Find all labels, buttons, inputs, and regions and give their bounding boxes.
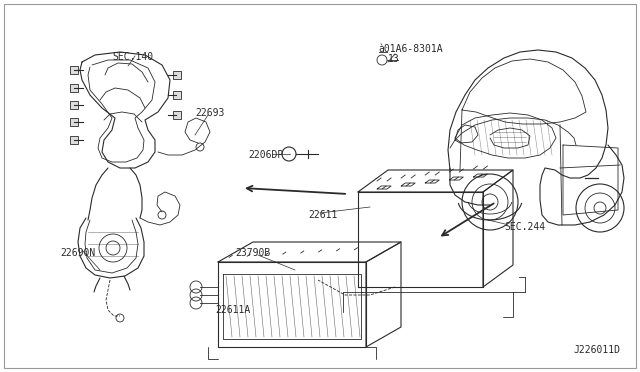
Text: 22611: 22611: [308, 210, 337, 220]
Bar: [70, 84, 78, 92]
Text: SEC.140: SEC.140: [112, 52, 153, 62]
Text: 22693: 22693: [195, 108, 225, 118]
Bar: [173, 91, 181, 99]
Bar: [70, 136, 78, 144]
Text: à01A6-8301A: à01A6-8301A: [378, 44, 443, 54]
Bar: [70, 101, 78, 109]
Text: SEC.244: SEC.244: [504, 222, 545, 232]
Text: 23790B: 23790B: [235, 248, 270, 258]
Bar: [70, 66, 78, 74]
Text: 13: 13: [388, 54, 400, 64]
Text: J226011D: J226011D: [573, 345, 620, 355]
Text: 22690N: 22690N: [60, 248, 95, 258]
Bar: [70, 118, 78, 126]
Bar: [173, 111, 181, 119]
Bar: [173, 71, 181, 79]
Text: 2206DP: 2206DP: [248, 150, 284, 160]
Text: 22611A: 22611A: [215, 305, 250, 315]
